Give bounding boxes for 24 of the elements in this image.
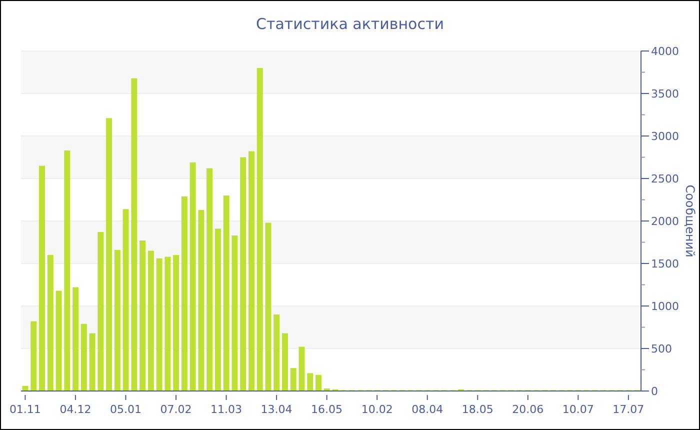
y-tick-label: 500 [651, 342, 672, 356]
y-tick-label: 1500 [651, 258, 679, 270]
x-tick-label: 10.07 [562, 403, 594, 416]
x-tick-label: 08.04 [412, 403, 444, 416]
y-tick-label: 1000 [651, 300, 679, 313]
y-tick-label: 2000 [651, 215, 679, 228]
x-tick-label: 04.12 [60, 403, 92, 416]
chart-title: Статистика активности [255, 15, 445, 33]
y-tick-label: 3500 [651, 88, 679, 100]
x-tick-label: 17.07 [612, 403, 644, 416]
x-tick-label: 18.05 [462, 403, 494, 416]
y-axis-title: Сообщений [683, 184, 697, 258]
x-tick-label: 07.02 [160, 403, 192, 416]
y-tick-label: 2500 [651, 172, 679, 186]
x-tick-label: 13.04 [260, 403, 292, 416]
x-tick-label: 20.06 [512, 403, 544, 416]
x-tick-label: 10.02 [361, 403, 393, 416]
y-tick-label: 0 [651, 385, 658, 398]
x-tick-label: 01.11 [9, 403, 41, 416]
x-tick-label: 16.05 [311, 403, 343, 416]
y-tick-label: 3000 [651, 130, 679, 143]
x-tick-label: 11.03 [210, 403, 242, 416]
y-tick-label: 4000 [651, 45, 679, 58]
x-tick-label: 05.01 [110, 403, 142, 416]
